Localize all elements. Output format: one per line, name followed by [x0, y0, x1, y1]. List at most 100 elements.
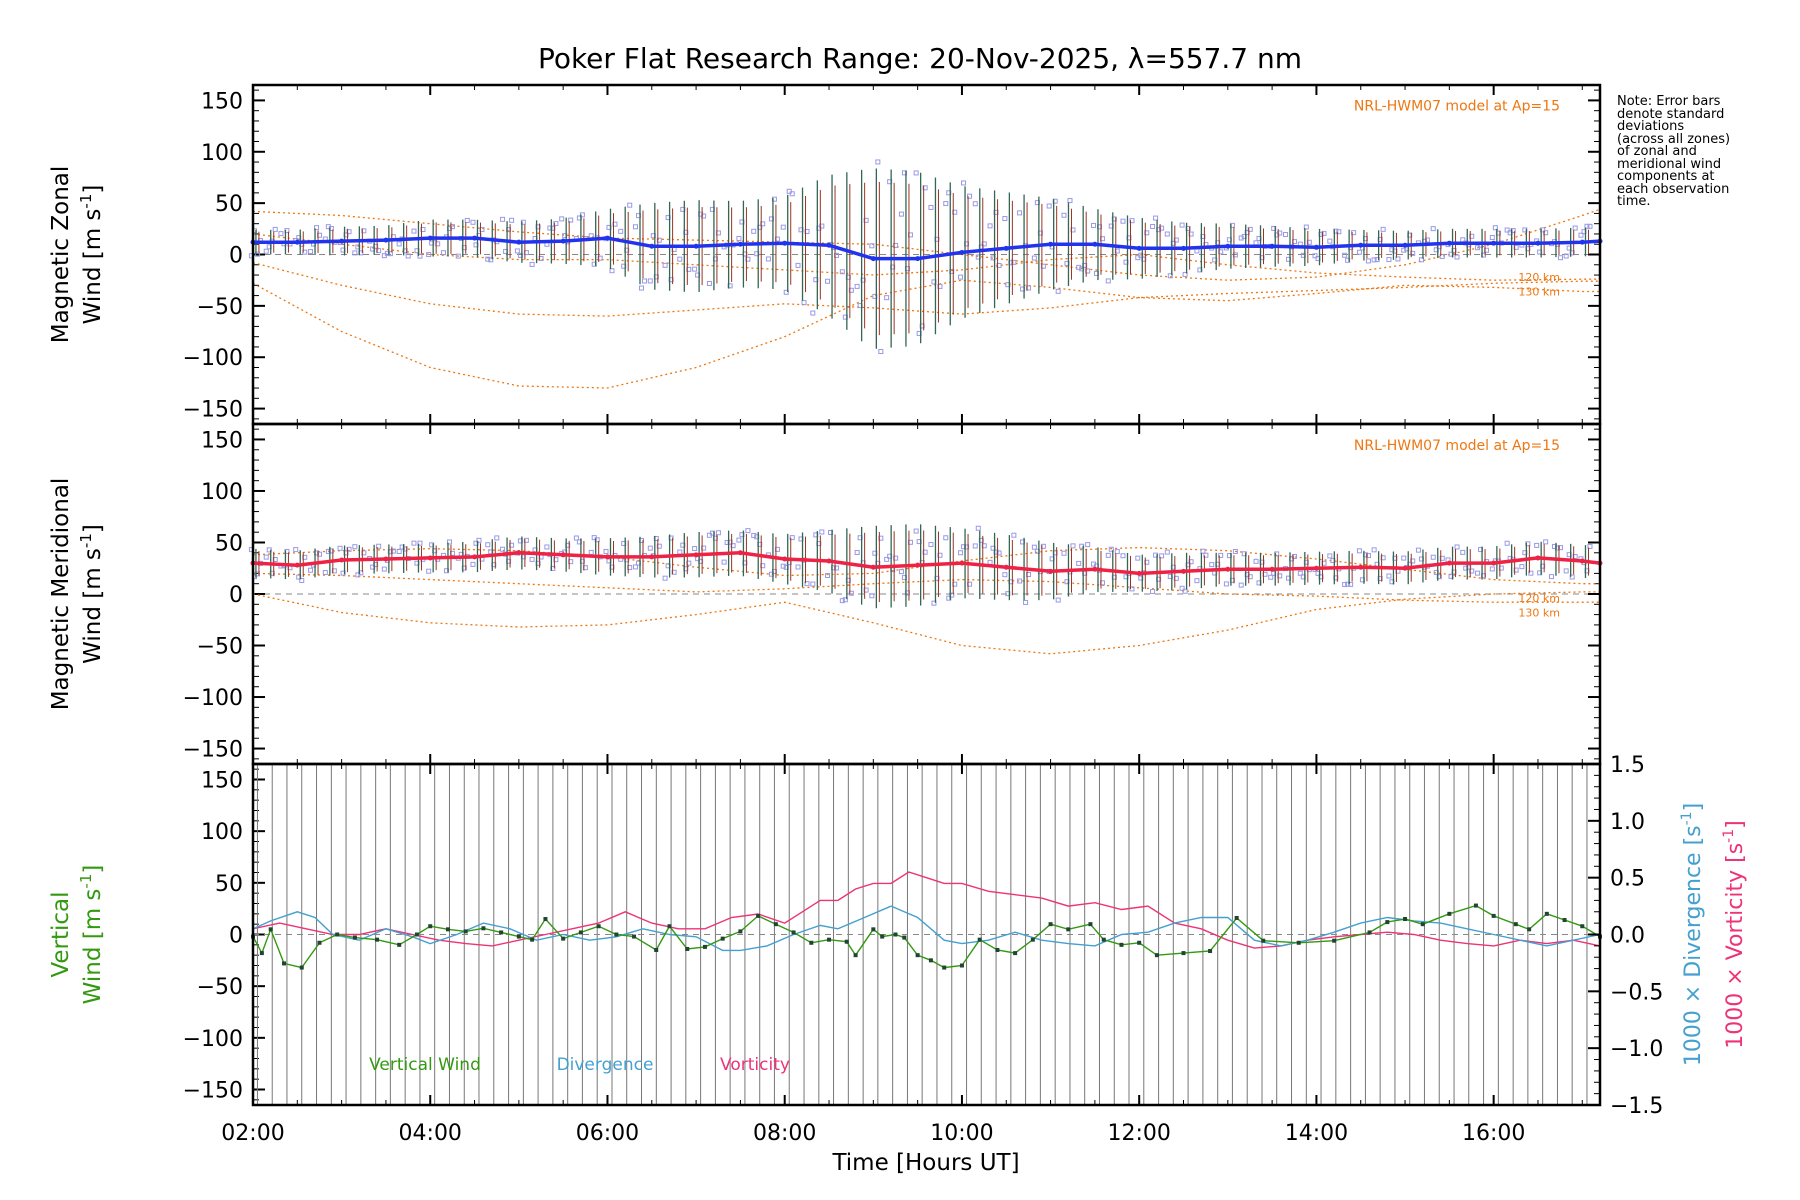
panel-vertical: 150 100 50 0 −50 −100 −150 1.5 1.0 0.5 0.0 −0.5 −1.0… [48, 753, 1748, 1119]
vertical-wind-point [1332, 938, 1337, 943]
zone-point [1194, 248, 1200, 254]
zone-point [293, 547, 299, 553]
note-line: each observation [1617, 181, 1730, 197]
y-axis-label-line2: Wind [m s-1] [77, 865, 106, 1005]
zone-point [603, 548, 609, 554]
zone-point [1356, 249, 1362, 255]
zone-point [1283, 232, 1289, 238]
zone-point [1120, 218, 1126, 224]
zone-point [1085, 542, 1091, 548]
vertical-wind-point [1234, 915, 1239, 920]
zone-point [426, 252, 432, 258]
vertical-wind-point [809, 940, 814, 945]
zone-point [263, 554, 269, 560]
zone-point [308, 249, 314, 255]
zone-point [529, 261, 535, 267]
zone-point [736, 537, 742, 543]
vertical-wind-point [827, 937, 832, 942]
note-line: time. [1617, 194, 1651, 209]
meridional-wind-point [604, 554, 610, 560]
zone-point [1336, 229, 1342, 235]
zone-point [314, 225, 320, 231]
y-axis-label-line1: Magnetic Zonal [48, 166, 74, 344]
zone-point [446, 539, 452, 545]
vertical-wind-point [1403, 917, 1408, 921]
vertical-wind-point [1473, 903, 1478, 908]
zone-point [470, 561, 476, 567]
y2-tick-label: 0.0 [1610, 924, 1645, 949]
y2-axis-label: 1000 × Divergence [s-1] [1679, 803, 1706, 1066]
zone-point [783, 289, 789, 295]
note-line: of zonal and [1617, 144, 1697, 159]
zone-point [1200, 548, 1206, 554]
zone-point [485, 256, 491, 262]
zone-point [715, 530, 721, 536]
zone-point [544, 544, 550, 550]
y-tick-label: 50 [215, 192, 243, 217]
zone-point [411, 540, 417, 546]
meridional-wind-point [1358, 564, 1364, 570]
vertical-wind-point [1367, 930, 1372, 935]
model-height-label: 130 km [1518, 286, 1560, 299]
meridional-wind-point [915, 562, 921, 568]
model-height-label: 120 km [1518, 592, 1560, 605]
zone-point [692, 546, 698, 552]
y-axis-label-line1: Vertical [48, 891, 74, 977]
zone-point [1460, 549, 1466, 555]
vertical-wind-point [614, 932, 619, 937]
zone-point [1031, 255, 1037, 261]
vertical-wind-point [1296, 940, 1301, 945]
vertical-wind-point [397, 942, 402, 947]
zone-point [568, 217, 574, 223]
zone-point [928, 542, 934, 548]
y2-tick-label: −1.0 [1610, 1037, 1663, 1062]
zone-point [633, 564, 639, 570]
legend-vertical-wind: Vertical Wind [369, 1055, 481, 1075]
zone-point [1504, 227, 1510, 233]
zone-point [1164, 549, 1170, 555]
zone-point [322, 569, 328, 575]
zone-point [1348, 581, 1354, 587]
vertical-wind-point [756, 913, 761, 918]
zone-point [1578, 232, 1584, 238]
vertical-wind-point [282, 961, 287, 966]
zone-point [1120, 553, 1126, 559]
vertical-wind-point [268, 927, 273, 932]
meridional-wind-point [649, 554, 655, 560]
meridional-wind-point [693, 552, 699, 558]
zone-point [509, 217, 515, 223]
y-tick-label: 100 [201, 480, 243, 505]
zone-point [854, 549, 860, 555]
zone-point [476, 537, 482, 543]
vertical-wind-point [481, 926, 486, 931]
zone-point [1209, 562, 1215, 568]
zone-point [426, 568, 432, 574]
zone-point [810, 310, 816, 316]
zone-point [1023, 599, 1029, 605]
zone-point [1297, 570, 1303, 576]
meridional-wind-point [1225, 566, 1231, 572]
zonal-wind-point [294, 239, 300, 245]
zone-point [588, 549, 594, 555]
meridional-wind-line [252, 551, 1601, 576]
zone-point [1090, 222, 1096, 228]
vertical-wind-point [414, 932, 419, 937]
zone-point [278, 231, 284, 237]
zonal-wind-point [1136, 245, 1142, 251]
vorticity-line [252, 871, 1601, 949]
zone-point [1489, 234, 1495, 240]
vertical-wind-point [773, 922, 778, 927]
y2-axis-label: 1000 × Vorticity [s-1] [1721, 820, 1748, 1048]
vertical-wind-point [543, 917, 548, 921]
y-tick-label: 150 [201, 89, 243, 114]
x-tick-label: 06:00 [576, 1121, 639, 1146]
vertical-wind-point [1088, 922, 1093, 927]
vertical-wind-point [738, 929, 743, 934]
zone-point [780, 224, 786, 230]
y-axis-label: Magnetic Zonal Wind [m s-1] [48, 166, 106, 344]
x-axis: 02:00 04:00 06:00 08:00 10:00 12:00 14:00 16:00… [221, 1121, 1525, 1176]
zone-point [1489, 566, 1495, 572]
meridional-wind-point [294, 562, 300, 568]
zonal-wind-point [1313, 244, 1319, 250]
